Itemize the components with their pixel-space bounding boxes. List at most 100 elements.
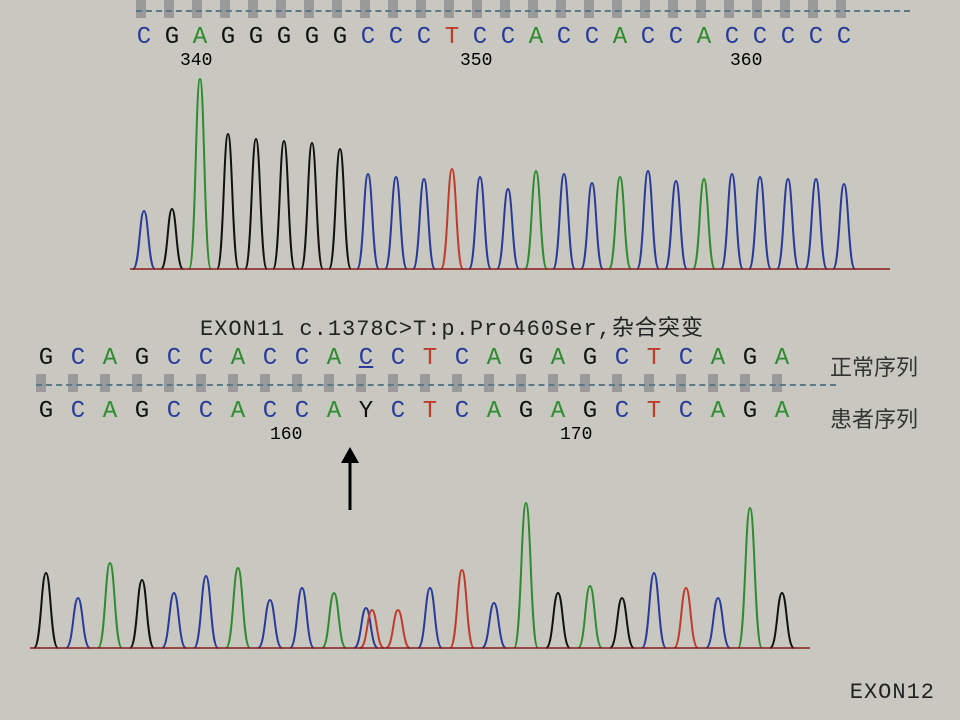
base-C: C bbox=[606, 398, 638, 425]
base-C: C bbox=[410, 24, 438, 51]
tick bbox=[668, 0, 678, 18]
base-A: A bbox=[702, 398, 734, 425]
base-C: C bbox=[634, 24, 662, 51]
tick bbox=[556, 0, 566, 18]
base-A: A bbox=[766, 398, 798, 425]
tick bbox=[696, 0, 706, 18]
base-T: T bbox=[638, 398, 670, 425]
tick bbox=[248, 0, 258, 18]
base-C: C bbox=[446, 345, 478, 372]
tick bbox=[192, 0, 202, 18]
tick bbox=[356, 374, 366, 392]
mutation-caption: EXON11 c.1378C>T:p.Pro460Ser,杂合突变 bbox=[200, 310, 704, 342]
tick-row-2 bbox=[36, 374, 930, 396]
base-A: A bbox=[542, 398, 574, 425]
chromatogram-2 bbox=[30, 502, 810, 652]
panel-1: CGAGGGGGCCCTCCACCACCACCCCC 340 350 360 bbox=[130, 0, 910, 273]
tick bbox=[416, 0, 426, 18]
base-A: A bbox=[702, 345, 734, 372]
tick bbox=[360, 0, 370, 18]
base-C: C bbox=[190, 345, 222, 372]
sequence-ref: GCAGCCACCACCTCAGAGCTCAGA bbox=[30, 345, 930, 372]
base-C: C bbox=[350, 345, 382, 372]
tick bbox=[836, 0, 846, 18]
base-G: G bbox=[270, 24, 298, 51]
base-T: T bbox=[414, 398, 446, 425]
base-T: T bbox=[414, 345, 446, 372]
tick bbox=[472, 0, 482, 18]
base-A: A bbox=[94, 398, 126, 425]
base-A: A bbox=[222, 345, 254, 372]
base-C: C bbox=[662, 24, 690, 51]
tick bbox=[548, 374, 558, 392]
tick bbox=[584, 0, 594, 18]
pos-label: 360 bbox=[730, 51, 762, 71]
tick bbox=[36, 374, 46, 392]
mutation-arrow-icon bbox=[335, 445, 365, 515]
tick bbox=[228, 374, 238, 392]
base-C: C bbox=[190, 398, 222, 425]
tick bbox=[528, 0, 538, 18]
base-G: G bbox=[126, 398, 158, 425]
base-G: G bbox=[30, 345, 62, 372]
tick bbox=[612, 374, 622, 392]
tick bbox=[132, 374, 142, 392]
tick bbox=[260, 374, 270, 392]
base-G: G bbox=[574, 398, 606, 425]
base-A: A bbox=[542, 345, 574, 372]
base-C: C bbox=[494, 24, 522, 51]
tick bbox=[304, 0, 314, 18]
base-A: A bbox=[94, 345, 126, 372]
sequence-row-1: CGAGGGGGCCCTCCACCACCACCCCC bbox=[130, 24, 910, 51]
tick bbox=[752, 0, 762, 18]
base-C: C bbox=[466, 24, 494, 51]
tick bbox=[500, 0, 510, 18]
base-C: C bbox=[158, 398, 190, 425]
base-G: G bbox=[510, 398, 542, 425]
tick bbox=[740, 374, 750, 392]
dash-line-1 bbox=[136, 10, 910, 12]
tick bbox=[780, 0, 790, 18]
base-G: G bbox=[574, 345, 606, 372]
base-C: C bbox=[354, 24, 382, 51]
tick bbox=[444, 0, 454, 18]
base-C: C bbox=[718, 24, 746, 51]
tick bbox=[196, 374, 206, 392]
tick bbox=[772, 374, 782, 392]
pos-label: 340 bbox=[180, 51, 212, 71]
tick bbox=[708, 374, 718, 392]
base-G: G bbox=[214, 24, 242, 51]
base-A: A bbox=[766, 345, 798, 372]
base-A: A bbox=[318, 398, 350, 425]
base-C: C bbox=[382, 24, 410, 51]
base-T: T bbox=[638, 345, 670, 372]
base-C: C bbox=[550, 24, 578, 51]
base-A: A bbox=[222, 398, 254, 425]
tick bbox=[516, 374, 526, 392]
positions-2: 160 170 bbox=[30, 425, 930, 447]
base-C: C bbox=[130, 24, 158, 51]
base-T: T bbox=[438, 24, 466, 51]
tick bbox=[68, 374, 78, 392]
tick bbox=[136, 0, 146, 18]
base-C: C bbox=[158, 345, 190, 372]
base-G: G bbox=[734, 398, 766, 425]
base-C: C bbox=[382, 345, 414, 372]
tick bbox=[808, 0, 818, 18]
tick bbox=[644, 374, 654, 392]
tick bbox=[292, 374, 302, 392]
base-C: C bbox=[62, 345, 94, 372]
base-Y: Y bbox=[350, 398, 382, 425]
tick bbox=[484, 374, 494, 392]
tick bbox=[388, 0, 398, 18]
tick bbox=[164, 0, 174, 18]
base-C: C bbox=[578, 24, 606, 51]
base-C: C bbox=[446, 398, 478, 425]
exon12-label: EXON12 bbox=[850, 680, 935, 705]
base-A: A bbox=[478, 398, 510, 425]
base-C: C bbox=[670, 345, 702, 372]
base-G: G bbox=[242, 24, 270, 51]
base-C: C bbox=[606, 345, 638, 372]
base-A: A bbox=[606, 24, 634, 51]
base-G: G bbox=[734, 345, 766, 372]
